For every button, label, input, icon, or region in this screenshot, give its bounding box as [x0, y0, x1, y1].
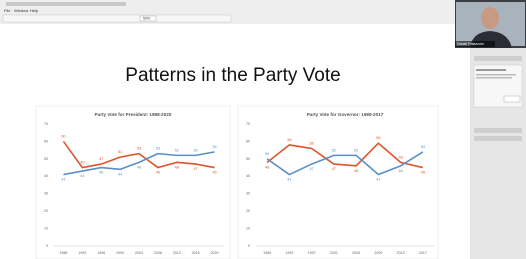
- x-tick-label: 2001: [330, 251, 338, 255]
- menu-item[interactable]: Help: [30, 8, 39, 13]
- x-tick-label: 1997: [308, 251, 316, 255]
- presenter-name: Daniel Palazzolo: [457, 42, 484, 46]
- x-tick-label: 2004: [135, 251, 143, 255]
- screen: File Window Help 50% Patterns in the Par…: [0, 0, 526, 259]
- x-tick-label: 1992: [78, 251, 86, 255]
- y-tick-label: 60: [44, 139, 48, 143]
- data-label: 48: [175, 165, 179, 169]
- data-label: 53: [137, 147, 141, 151]
- chat-line: [476, 69, 506, 71]
- data-label: 48: [265, 165, 269, 169]
- chart-frame: [238, 106, 438, 259]
- x-tick-label: 1996: [97, 251, 105, 255]
- x-tick-label: 2012: [173, 251, 181, 255]
- data-label: 47: [194, 167, 198, 171]
- data-label: 54: [212, 145, 216, 149]
- window-title-bar: [6, 2, 126, 6]
- y-tick-label: 70: [44, 122, 48, 126]
- chart-title: Party Vote for Governor: 1989-2017: [307, 112, 384, 117]
- x-tick-label: 2008: [154, 251, 162, 255]
- data-label: 46: [354, 169, 358, 173]
- panel-section[interactable]: [474, 136, 522, 141]
- y-tick-label: 10: [44, 227, 48, 231]
- y-tick-label: 40: [246, 174, 250, 178]
- y-tick-label: 0: [248, 244, 250, 248]
- chat-line: [476, 74, 516, 76]
- x-tick-label: 2020: [211, 251, 219, 255]
- data-label: 54: [421, 145, 425, 149]
- x-tick-label: 1989: [263, 251, 271, 255]
- x-tick-label: 2009: [374, 251, 382, 255]
- data-label: 41: [287, 178, 291, 182]
- data-label: 58: [287, 138, 291, 142]
- data-label: 45: [212, 171, 216, 175]
- data-label: 53: [156, 147, 160, 151]
- presenter-face: [481, 7, 499, 29]
- data-label: 41: [376, 178, 380, 182]
- chat-line: [476, 77, 512, 79]
- x-tick-label: 2013: [397, 251, 405, 255]
- toolbar: [3, 15, 231, 22]
- y-tick-label: 30: [246, 192, 250, 196]
- y-tick-label: 30: [44, 192, 48, 196]
- data-label: 52: [354, 148, 358, 152]
- y-tick-label: 0: [46, 244, 48, 248]
- data-label: 47: [332, 167, 336, 171]
- data-label: 41: [61, 178, 65, 182]
- data-label: 46: [399, 169, 403, 173]
- x-tick-label: 2016: [192, 251, 200, 255]
- data-label: 56: [310, 141, 314, 145]
- data-label: 47: [99, 157, 103, 161]
- data-label: 43: [80, 174, 84, 178]
- data-label: 48: [137, 165, 141, 169]
- y-tick-label: 20: [246, 209, 250, 213]
- menu-item[interactable]: File: [4, 8, 11, 13]
- data-label: 52: [194, 148, 198, 152]
- y-tick-label: 60: [246, 139, 250, 143]
- zoom-level: 50%: [143, 17, 150, 21]
- page: File Window Help 50% Patterns in the Par…: [0, 0, 526, 259]
- y-tick-label: 10: [246, 227, 250, 231]
- panel-header: [474, 56, 522, 61]
- menu-item[interactable]: Window: [14, 8, 28, 13]
- data-label: 52: [175, 148, 179, 152]
- data-label: 45: [99, 171, 103, 175]
- panel-section[interactable]: [474, 128, 522, 133]
- slide-title: Patterns in the Party Vote: [125, 65, 340, 86]
- y-tick-label: 50: [246, 157, 250, 161]
- x-tick-label: 2017: [419, 251, 427, 255]
- x-tick-label: 1993: [285, 251, 293, 255]
- chart-frame: [36, 106, 230, 259]
- chart-title: Party Vote for President: 1988-2020: [95, 112, 172, 117]
- data-label: 50: [265, 152, 269, 156]
- data-label: 47: [310, 167, 314, 171]
- y-tick-label: 70: [246, 122, 250, 126]
- data-label: 45: [156, 171, 160, 175]
- data-label: 59: [376, 136, 380, 140]
- data-label: 60: [61, 134, 65, 138]
- x-tick-label: 2005: [352, 251, 360, 255]
- y-tick-label: 20: [44, 209, 48, 213]
- x-tick-label: 1988: [59, 251, 67, 255]
- data-label: 45: [80, 161, 84, 165]
- data-label: 52: [332, 148, 336, 152]
- send-button[interactable]: [504, 96, 520, 102]
- data-label: 44: [118, 172, 122, 176]
- data-label: 51: [118, 150, 122, 154]
- data-label: 45: [421, 171, 425, 175]
- y-tick-label: 50: [44, 157, 48, 161]
- x-tick-label: 2000: [116, 251, 124, 255]
- data-label: 48: [399, 155, 403, 159]
- y-tick-label: 40: [44, 174, 48, 178]
